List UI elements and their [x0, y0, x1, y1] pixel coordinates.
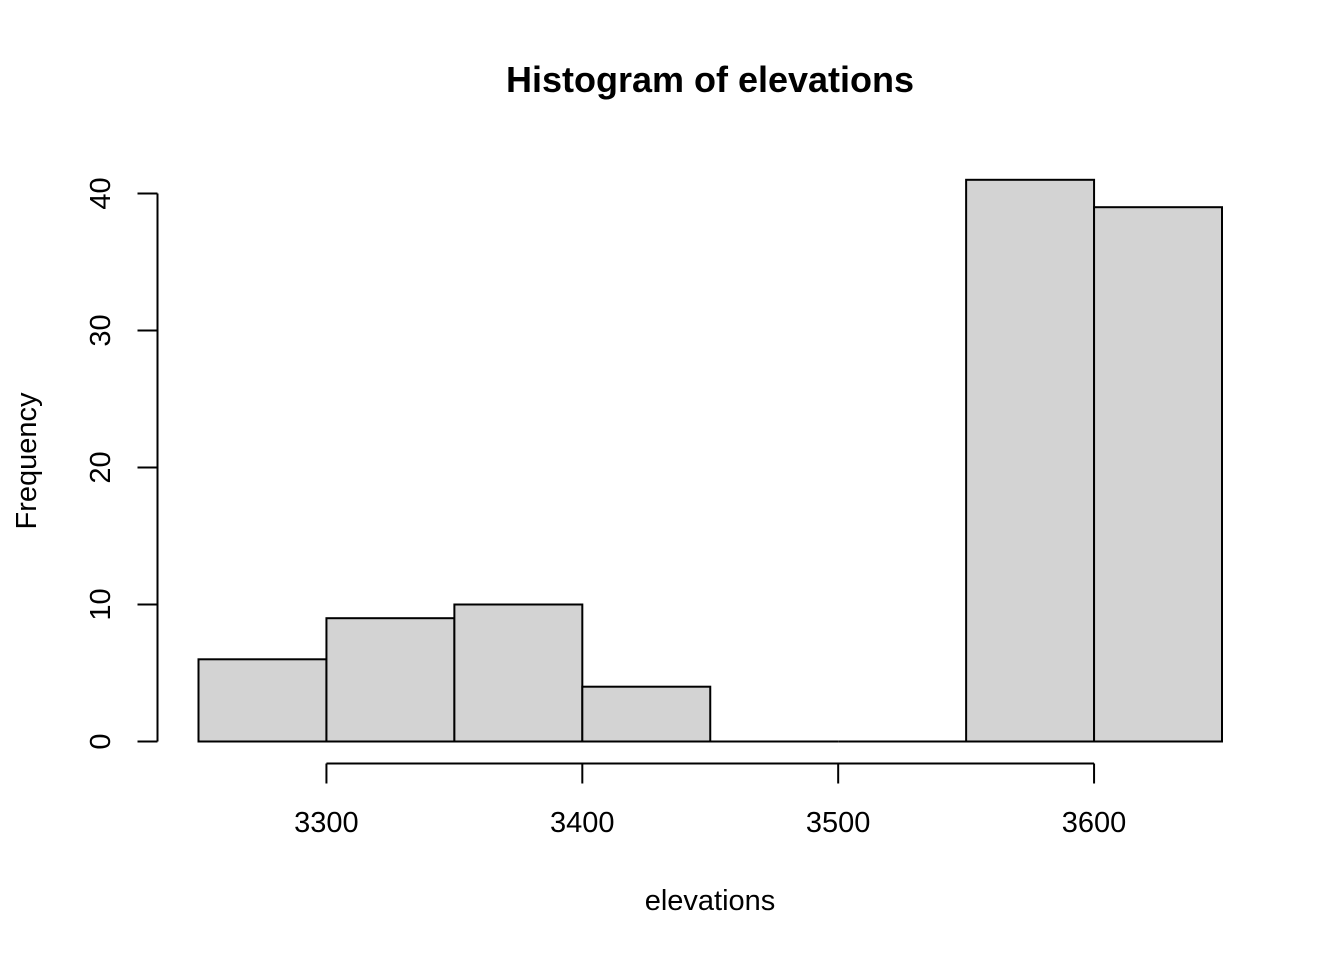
- y-axis: 0 10 20 30 40: [85, 177, 159, 750]
- bars-group: [197, 178, 1223, 743]
- histogram-bar-3: [581, 685, 712, 743]
- histogram-bar-2: [453, 603, 584, 743]
- y-tick-label-40: 40: [85, 177, 117, 209]
- histogram-bar-7: [1093, 206, 1223, 743]
- y-axis-label: Frequency: [11, 392, 43, 530]
- x-tick-label-3600: 3600: [1062, 807, 1127, 839]
- y-tick-label-0: 0: [85, 733, 117, 749]
- histogram-bar-1: [325, 617, 456, 743]
- y-tick-label-10: 10: [85, 588, 117, 620]
- x-axis: 3300 3400 3500 3600: [294, 762, 1127, 839]
- chart-title: Histogram of elevations: [506, 59, 914, 100]
- x-tick-label-3300: 3300: [294, 807, 359, 839]
- histogram-bar-6: [965, 178, 1096, 743]
- x-tick-label-3500: 3500: [806, 807, 871, 839]
- histogram-bar-0: [197, 658, 328, 743]
- y-tick-label-20: 20: [85, 451, 117, 483]
- y-tick-label-30: 30: [85, 314, 117, 346]
- x-axis-label: elevations: [645, 885, 776, 917]
- x-tick-label-3400: 3400: [550, 807, 615, 839]
